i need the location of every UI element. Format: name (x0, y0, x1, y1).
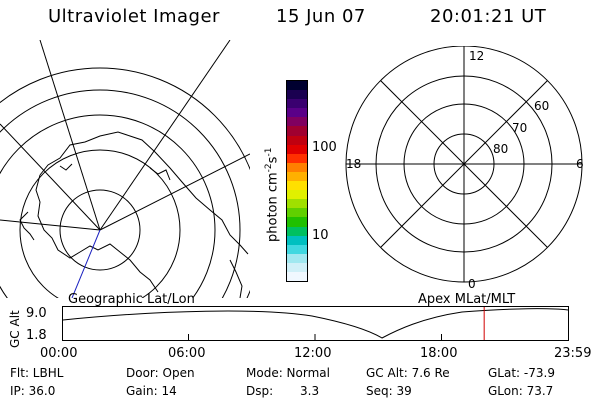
colorbar-stripe (287, 253, 307, 263)
colorbar-stripe (287, 162, 307, 172)
apex-caption: Apex MLat/MLT (418, 292, 516, 307)
filter-status: Flt: LBHL (10, 366, 64, 380)
colorbar-stripe (287, 235, 307, 245)
colorbar-label: photon cm-2s-1 (264, 147, 281, 242)
mlt-label-18: 18 (346, 157, 361, 171)
glon-status: GLon: 73.7 (488, 384, 554, 398)
colorbar-stripe (287, 226, 307, 236)
geographic-map (0, 40, 250, 298)
colorbar-stripe (287, 244, 307, 254)
colorbar-stripe (287, 126, 307, 136)
ip-status: IP: 36.0 (10, 384, 56, 398)
colorbar-stripe (287, 144, 307, 154)
time-tick-0600: 06:00 (168, 346, 206, 361)
lat-label-80: 80 (493, 142, 508, 156)
colorbar-stripe (287, 99, 307, 109)
time-tick-0000: 00:00 (40, 346, 78, 361)
time-tick-2359: 23:59 (554, 346, 592, 361)
seq-status: Seq: 39 (366, 384, 412, 398)
colorbar-stripe (287, 217, 307, 227)
mlt-label-0: 0 (468, 277, 476, 291)
mlt-label-6: 6 (576, 157, 584, 171)
colorbar-tick-100: 100 (312, 140, 337, 155)
polar-plot: 12 18 6 0 60 70 80 (345, 46, 584, 291)
colorbar-stripe (287, 199, 307, 209)
colorbar-stripe (287, 117, 307, 127)
time-tick-1200: 12:00 (294, 346, 332, 361)
mlt-label-12: 12 (469, 49, 484, 63)
dsp-value: 3.3 (300, 384, 320, 398)
time-tick-1800: 18:00 (420, 346, 458, 361)
date-label: 15 Jun 07 (276, 6, 366, 27)
instrument-title: Ultraviolet Imager (48, 6, 220, 27)
timeline-ylabel: GC Alt (8, 310, 22, 348)
gain-status: Gain: 14 (126, 384, 177, 398)
gcalt-status: GC Alt: 7.6 Re (366, 366, 450, 380)
colorbar-stripe (287, 190, 307, 200)
colorbar-stripe (287, 171, 307, 182)
lat-label-70: 70 (512, 121, 527, 135)
altitude-curve (62, 308, 569, 339)
colorbar-tick-10: 10 (312, 228, 329, 243)
time-label: 20:01:21 UT (430, 6, 547, 27)
colorbar-stripe (287, 181, 307, 191)
door-status: Door: Open (126, 366, 195, 380)
dsp-label: Dsp: (246, 384, 274, 398)
timeline-plot (62, 306, 569, 341)
geographic-caption: Geographic Lat/Lon (68, 292, 195, 307)
colorbar-stripe (287, 153, 307, 163)
colorbar-stripe (287, 135, 307, 145)
colorbar-stripe (287, 90, 307, 100)
lat-label-60: 60 (534, 99, 549, 113)
colorbar-stripe (287, 81, 307, 91)
colorbar (286, 80, 308, 282)
timeline-ymax: 9.0 (26, 306, 47, 321)
timeline-ymin: 1.8 (26, 328, 47, 343)
colorbar-stripe (287, 262, 307, 272)
colorbar-stripe (287, 108, 307, 118)
mode-status: Mode: Normal (246, 366, 330, 380)
glat-status: GLat: -73.9 (488, 366, 555, 380)
colorbar-stripe (287, 208, 307, 218)
spacecraft-track (71, 229, 101, 298)
colorbar-stripe (287, 271, 307, 282)
